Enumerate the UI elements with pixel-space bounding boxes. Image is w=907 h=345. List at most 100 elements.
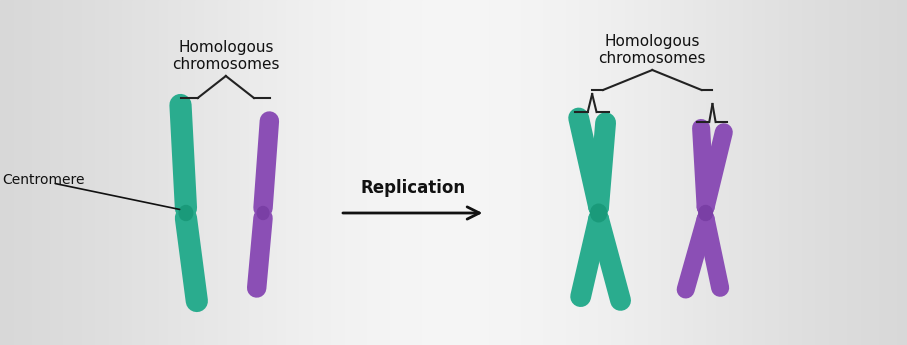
- Bar: [821, 0, 825, 345]
- Bar: [190, 0, 195, 345]
- Bar: [168, 0, 172, 345]
- Bar: [766, 0, 771, 345]
- Bar: [880, 0, 884, 345]
- Bar: [77, 0, 82, 345]
- Bar: [426, 0, 431, 345]
- Bar: [639, 0, 644, 345]
- Bar: [390, 0, 395, 345]
- Bar: [181, 0, 186, 345]
- Bar: [685, 0, 689, 345]
- Bar: [558, 0, 562, 345]
- Bar: [549, 0, 553, 345]
- Text: Homologous
chromosomes: Homologous chromosomes: [172, 40, 279, 72]
- Bar: [671, 0, 676, 345]
- Bar: [45, 0, 50, 345]
- Bar: [435, 0, 440, 345]
- Bar: [431, 0, 435, 345]
- Bar: [290, 0, 295, 345]
- Bar: [739, 0, 744, 345]
- Bar: [857, 0, 862, 345]
- Bar: [649, 0, 653, 345]
- Bar: [345, 0, 349, 345]
- Bar: [417, 0, 422, 345]
- Bar: [812, 0, 816, 345]
- Bar: [385, 0, 390, 345]
- Bar: [404, 0, 408, 345]
- Bar: [127, 0, 132, 345]
- Bar: [422, 0, 426, 345]
- Bar: [381, 0, 385, 345]
- Bar: [317, 0, 322, 345]
- Bar: [531, 0, 535, 345]
- Bar: [340, 0, 345, 345]
- Bar: [113, 0, 118, 345]
- Bar: [299, 0, 304, 345]
- Bar: [902, 0, 907, 345]
- Bar: [726, 0, 730, 345]
- Bar: [544, 0, 549, 345]
- Bar: [753, 0, 757, 345]
- Bar: [494, 0, 499, 345]
- Bar: [785, 0, 789, 345]
- Bar: [526, 0, 531, 345]
- Bar: [694, 0, 698, 345]
- Bar: [617, 0, 621, 345]
- Bar: [454, 0, 458, 345]
- Bar: [771, 0, 775, 345]
- Bar: [834, 0, 839, 345]
- Bar: [599, 0, 603, 345]
- Bar: [512, 0, 517, 345]
- Bar: [286, 0, 290, 345]
- Bar: [68, 0, 73, 345]
- Bar: [871, 0, 875, 345]
- Bar: [893, 0, 898, 345]
- Bar: [476, 0, 481, 345]
- Bar: [82, 0, 86, 345]
- Bar: [222, 0, 227, 345]
- Bar: [730, 0, 735, 345]
- Bar: [889, 0, 893, 345]
- Bar: [662, 0, 667, 345]
- Bar: [50, 0, 54, 345]
- Bar: [689, 0, 694, 345]
- Bar: [186, 0, 190, 345]
- Bar: [472, 0, 476, 345]
- Bar: [635, 0, 639, 345]
- Bar: [204, 0, 209, 345]
- Bar: [571, 0, 576, 345]
- Bar: [449, 0, 454, 345]
- Bar: [612, 0, 617, 345]
- Bar: [23, 0, 27, 345]
- Bar: [875, 0, 880, 345]
- Bar: [327, 0, 331, 345]
- Bar: [458, 0, 463, 345]
- Bar: [866, 0, 871, 345]
- Bar: [308, 0, 313, 345]
- Bar: [118, 0, 122, 345]
- Bar: [590, 0, 594, 345]
- Bar: [154, 0, 159, 345]
- Bar: [304, 0, 308, 345]
- Bar: [263, 0, 268, 345]
- Bar: [195, 0, 200, 345]
- Bar: [567, 0, 571, 345]
- Bar: [213, 0, 218, 345]
- Bar: [295, 0, 299, 345]
- Bar: [762, 0, 766, 345]
- Bar: [268, 0, 272, 345]
- Bar: [444, 0, 449, 345]
- Bar: [653, 0, 658, 345]
- Bar: [884, 0, 889, 345]
- Bar: [608, 0, 612, 345]
- Bar: [744, 0, 748, 345]
- Bar: [163, 0, 168, 345]
- Bar: [839, 0, 844, 345]
- Bar: [576, 0, 580, 345]
- Bar: [227, 0, 231, 345]
- Bar: [336, 0, 340, 345]
- Bar: [630, 0, 635, 345]
- Bar: [848, 0, 853, 345]
- Bar: [91, 0, 95, 345]
- Bar: [803, 0, 807, 345]
- Bar: [109, 0, 113, 345]
